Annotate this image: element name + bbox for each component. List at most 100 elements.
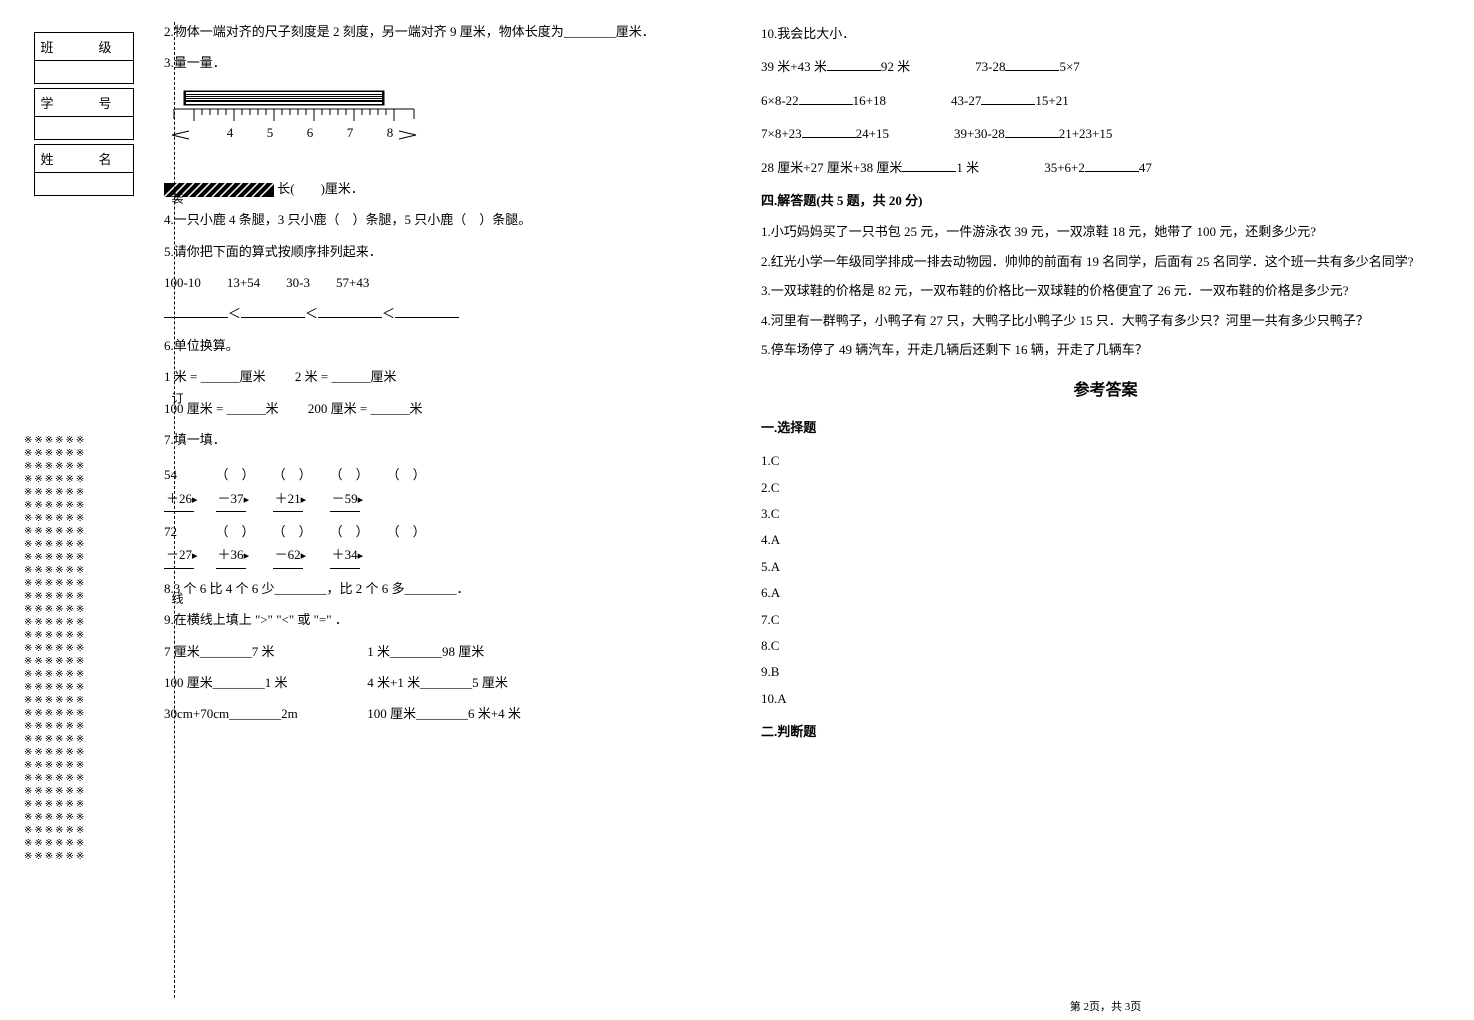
star-row: ※※※※※※ xyxy=(24,759,84,772)
star-column: ※※※※※※※※※※※※※※※※※※※※※※※※※※※※※※※※※※※※※※※※… xyxy=(24,204,84,863)
star-row: ※※※※※※ xyxy=(24,694,84,707)
choice-answer: 9.B xyxy=(761,660,1450,683)
arith-step: （ ）－59▸ xyxy=(330,463,369,512)
binding-dashed-line: 装 订 线 xyxy=(174,22,175,998)
arith-top: （ ） xyxy=(216,520,255,543)
arith-top: （ ） xyxy=(216,463,255,486)
arith-step: （ ）＋21▸ xyxy=(273,463,312,512)
arrow-icon: ▸ xyxy=(358,550,364,562)
arrow-icon: ▸ xyxy=(301,550,307,562)
q4-text: 4.一只小鹿 4 条腿，3 只小鹿（ ）条腿，5 只小鹿（ ）条腿。 xyxy=(164,208,713,231)
star-row: ※※※※※※ xyxy=(24,512,84,525)
q9-title: 9.在横线上填上 ">" "<" 或 "=" ． xyxy=(164,608,713,631)
binding-column: 班 级 学 号 姓 名 ※※※※※※※※※※※※※※※※※※※※※※※※※※※※… xyxy=(24,12,144,1008)
app-problem: 4.河里有一群鸭子，小鸭子有 27 只，大鸭子比小鸭子少 15 只．大鸭子有多少… xyxy=(761,311,1450,331)
choice-answer: 5.A xyxy=(761,555,1450,578)
star-row: ※※※※※※ xyxy=(24,616,84,629)
comp-right-b: 47 xyxy=(1139,160,1152,175)
answer-key-title: 参考答案 xyxy=(761,376,1450,400)
q2-text: 2.物体一端对齐的尺子刻度是 2 刻度，另一端对齐 9 厘米，物体长度为____… xyxy=(164,20,713,43)
star-row: ※※※※※※ xyxy=(24,772,84,785)
arrow-icon: ▸ xyxy=(192,550,198,562)
choice-answer: 4.A xyxy=(761,528,1450,551)
q7-title: 7.填一填． xyxy=(164,428,713,451)
arith-op: ＋36 xyxy=(216,543,246,568)
star-row: ※※※※※※ xyxy=(24,642,84,655)
star-row: ※※※※※※ xyxy=(24,577,84,590)
svg-text:4: 4 xyxy=(227,125,234,140)
q9-r3: 30cm+70cm________2m 100 厘米________6 米+4 … xyxy=(164,702,713,725)
comp-left-b: 73-28 xyxy=(975,59,1005,74)
arith-op: －27 xyxy=(164,543,194,568)
arith-step: （ ）－62▸ xyxy=(273,520,312,569)
choice-answer: 8.C xyxy=(761,634,1450,657)
answer-sec2-title: 二.判断题 xyxy=(761,720,1450,743)
arith-step: （ ）－37▸ xyxy=(216,463,255,512)
comparison-row: 39 米+43 米92 米 73-285×7 xyxy=(761,55,1450,78)
q9-r3b: 100 厘米________6 米+4 米 xyxy=(367,706,521,721)
choice-answer: 7.C xyxy=(761,608,1450,631)
q9-r1: 7 厘米________7 米 1 米________98 厘米 xyxy=(164,640,713,663)
star-row: ※※※※※※ xyxy=(24,668,84,681)
star-row: ※※※※※※ xyxy=(24,707,84,720)
comp-left-b: 43-27 xyxy=(951,93,981,108)
star-row: ※※※※※※ xyxy=(24,655,84,668)
q3-blank-label: 长( )厘米． xyxy=(277,181,364,196)
star-row: ※※※※※※ xyxy=(24,603,84,616)
comp-left-a: 7×8+23 xyxy=(761,126,802,141)
q3-blank: 长( )厘米． xyxy=(164,177,713,200)
arith-top: 54 xyxy=(164,463,198,486)
arith-op: ＋34 xyxy=(330,543,360,568)
arith-top: （ ） xyxy=(273,463,312,486)
arith-op: ＋21 xyxy=(273,487,303,512)
arith-step: 72－27▸ xyxy=(164,520,198,569)
binding-marker-1: 装 xyxy=(169,192,186,204)
star-row: ※※※※※※ xyxy=(24,629,84,642)
choice-answer: 10.A xyxy=(761,687,1450,710)
star-row: ※※※※※※ xyxy=(24,590,84,603)
comp-left-a: 6×8-22 xyxy=(761,93,799,108)
arith-row-1: 54＋26▸（ ）－37▸（ ）＋21▸（ ）－59▸（ ） xyxy=(164,463,713,512)
arith-step: （ ） xyxy=(387,520,426,543)
star-row: ※※※※※※ xyxy=(24,486,84,499)
star-row: ※※※※※※ xyxy=(24,837,84,850)
q6-row1: 1 米 = ______厘米 2 米 = ______厘米 xyxy=(164,365,713,388)
arith-op: －62 xyxy=(273,543,303,568)
arith-top: （ ） xyxy=(330,520,369,543)
q9-r2b: 4 米+1 米________5 厘米 xyxy=(367,675,508,690)
id-box: 学 号 xyxy=(34,88,134,140)
answer-sec1-title: 一.选择题 xyxy=(761,416,1450,439)
svg-text:5: 5 xyxy=(267,125,274,140)
arrow-icon: ▸ xyxy=(192,494,198,506)
app-problem: 1.小巧妈妈买了一只书包 25 元，一件游泳衣 39 元，一双凉鞋 18 元，她… xyxy=(761,222,1450,242)
choice-answers: 1.C2.C3.C4.A5.A6.A7.C8.C9.B10.A xyxy=(761,449,1450,710)
page-footer: 第 2页，共 3页 xyxy=(1070,998,1142,1014)
q9-r1b: 1 米________98 厘米 xyxy=(367,644,484,659)
star-row: ※※※※※※ xyxy=(24,720,84,733)
comparison-rows: 39 米+43 米92 米 73-285×76×8-2216+18 43-271… xyxy=(761,55,1450,179)
comparison-row: 7×8+2324+15 39+30-2821+23+15 xyxy=(761,122,1450,145)
name-label: 姓 名 xyxy=(35,145,133,173)
star-row: ※※※※※※ xyxy=(24,564,84,577)
star-row: ※※※※※※ xyxy=(24,473,84,486)
comp-right-b: 5×7 xyxy=(1059,59,1079,74)
page-container: 班 级 学 号 姓 名 ※※※※※※※※※※※※※※※※※※※※※※※※※※※※… xyxy=(0,0,1474,1020)
left-content: 2.物体一端对齐的尺子刻度是 2 刻度，另一端对齐 9 厘米，物体长度为____… xyxy=(144,12,713,1008)
q3-title: 3.量一量． xyxy=(164,51,713,74)
choice-answer: 2.C xyxy=(761,476,1450,499)
star-row: ※※※※※※ xyxy=(24,785,84,798)
q10-title: 10.我会比大小． xyxy=(761,22,1450,45)
q9-r1a: 7 厘米________7 米 xyxy=(164,640,364,663)
q9-r3a: 30cm+70cm________2m xyxy=(164,702,364,725)
star-row: ※※※※※※ xyxy=(24,850,84,863)
star-row: ※※※※※※ xyxy=(24,447,84,460)
comp-right-b: 15+21 xyxy=(1035,93,1068,108)
arrow-icon: ▸ xyxy=(301,494,307,506)
star-row: ※※※※※※ xyxy=(24,434,84,447)
arith-step: （ ）＋36▸ xyxy=(216,520,255,569)
arith-top: （ ） xyxy=(387,463,426,486)
comp-right-a: 16+18 xyxy=(853,93,886,108)
star-row: ※※※※※※ xyxy=(24,811,84,824)
svg-text:7: 7 xyxy=(347,125,354,140)
comp-right-a: 92 米 xyxy=(881,59,910,74)
